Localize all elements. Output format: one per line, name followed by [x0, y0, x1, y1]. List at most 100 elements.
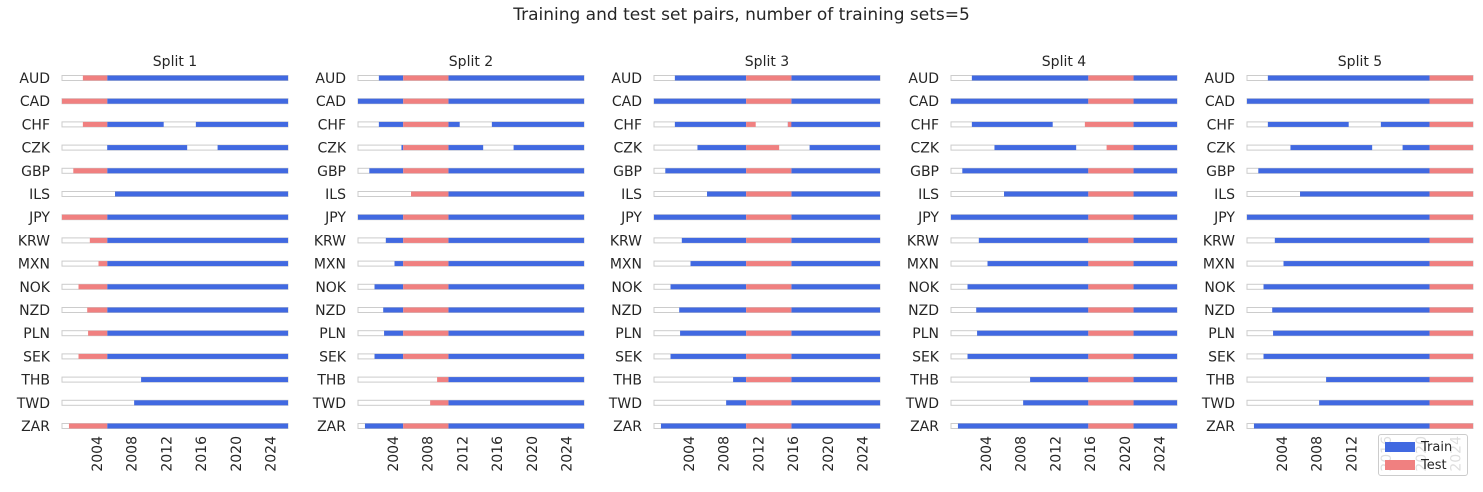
- split-panel-3: Split 3 AUD CAD CHF CZK GBP ILS JPY KRW MXN NOK NZD…: [608, 54, 881, 472]
- currency-label-zar: ZAR: [1206, 419, 1235, 435]
- test-bar: [746, 353, 792, 359]
- train-bar: [107, 75, 288, 81]
- split-panel-1: Split 1 AUD CAD CHF CZK GBP ILS JPY KRW MXN NOK NZD…: [16, 54, 289, 472]
- train-bar: [1274, 237, 1430, 243]
- currency-label-cad: CAD: [909, 94, 939, 110]
- test-bar: [1084, 121, 1134, 127]
- test-bar: [1429, 214, 1473, 220]
- train-bar: [1133, 75, 1177, 81]
- currency-label-zar: ZAR: [317, 419, 346, 435]
- test-bar: [1088, 284, 1134, 290]
- x-tick-label: 2012: [751, 436, 767, 472]
- currency-label-sek: SEK: [23, 349, 51, 365]
- train-bar: [1133, 353, 1177, 359]
- train-bar: [791, 284, 880, 290]
- test-bar: [746, 75, 792, 81]
- currency-label-chf: CHF: [318, 117, 346, 133]
- currency-label-twd: TWD: [1201, 396, 1235, 412]
- train-bar: [448, 121, 460, 127]
- x-tick-label: 2020: [229, 436, 245, 472]
- x-tick-label: 2020: [821, 436, 837, 472]
- test-bar: [1088, 168, 1134, 174]
- test-bar: [403, 423, 449, 429]
- test-bar: [1088, 423, 1134, 429]
- train-bar: [1133, 261, 1177, 267]
- x-tick-label: 2016: [1083, 436, 1099, 472]
- train-bar: [1023, 400, 1089, 406]
- train-bar: [358, 98, 404, 104]
- test-bar: [746, 261, 792, 267]
- test-bar: [411, 191, 449, 197]
- currency-label-nzd: NZD: [1204, 303, 1235, 319]
- test-bar: [1429, 377, 1473, 383]
- x-tick-label: 2008: [1310, 436, 1326, 472]
- test-bar: [78, 353, 108, 359]
- currency-label-twd: TWD: [16, 396, 50, 412]
- legend-label-train: Train: [1421, 439, 1453, 455]
- test-bar: [746, 330, 792, 336]
- split-title: Split 4: [1042, 54, 1086, 70]
- x-tick-label: 2004: [386, 436, 402, 472]
- x-tick-label: 2008: [421, 436, 437, 472]
- train-bar: [358, 214, 404, 220]
- train-bar: [378, 121, 404, 127]
- test-bar: [1106, 145, 1134, 151]
- train-bar: [364, 423, 404, 429]
- test-bar: [1429, 237, 1473, 243]
- test-bar: [1088, 98, 1134, 104]
- currency-label-krw: KRW: [907, 233, 939, 249]
- currency-label-zar: ZAR: [910, 419, 939, 435]
- currency-label-gbp: GBP: [317, 164, 346, 180]
- train-bar: [107, 330, 288, 336]
- train-bar: [448, 214, 584, 220]
- train-bar: [374, 353, 404, 359]
- train-bar: [1263, 353, 1430, 359]
- train-bar: [791, 98, 880, 104]
- currency-label-zar: ZAR: [613, 419, 642, 435]
- train-bar: [448, 98, 584, 104]
- test-bar: [746, 145, 780, 151]
- currency-label-nok: NOK: [19, 280, 50, 296]
- train-bar: [107, 121, 164, 127]
- train-bar: [1133, 168, 1177, 174]
- currency-label-ils: ILS: [29, 187, 50, 203]
- train-bar: [394, 261, 404, 267]
- train-bar: [448, 353, 584, 359]
- test-bar: [1429, 121, 1473, 127]
- test-bar: [1088, 261, 1134, 267]
- train-bar: [1030, 377, 1089, 383]
- train-bar: [1272, 307, 1430, 313]
- train-bar: [107, 214, 288, 220]
- legend-item-train: Train: [1385, 439, 1452, 455]
- legend-label-test: Test: [1421, 457, 1447, 473]
- train-bar: [654, 98, 747, 104]
- train-bar: [1300, 191, 1430, 197]
- x-tick-label: 2012: [1344, 436, 1360, 472]
- train-bar: [1133, 400, 1177, 406]
- currency-label-cad: CAD: [20, 94, 50, 110]
- train-bar: [791, 237, 880, 243]
- currency-label-cad: CAD: [612, 94, 642, 110]
- x-tick-label: 2024: [560, 436, 576, 472]
- test-bar: [1429, 261, 1473, 267]
- x-tick-label: 2012: [455, 436, 471, 472]
- train-bar: [791, 168, 880, 174]
- currency-label-krw: KRW: [314, 233, 346, 249]
- currency-label-gbp: GBP: [21, 164, 50, 180]
- train-bar: [107, 261, 288, 267]
- train-bar: [141, 377, 288, 383]
- test-bar: [87, 307, 108, 313]
- train-bar: [994, 145, 1077, 151]
- train-bar: [448, 307, 584, 313]
- currency-label-aud: AUD: [1204, 71, 1235, 87]
- test-bar: [1429, 284, 1473, 290]
- currency-label-cad: CAD: [316, 94, 346, 110]
- test-bar: [403, 237, 449, 243]
- test-bar: [403, 307, 449, 313]
- test-bar: [1429, 75, 1473, 81]
- test-bar: [1088, 237, 1134, 243]
- currency-label-czk: CZK: [613, 141, 642, 157]
- train-bar: [448, 75, 584, 81]
- test-bar: [82, 75, 108, 81]
